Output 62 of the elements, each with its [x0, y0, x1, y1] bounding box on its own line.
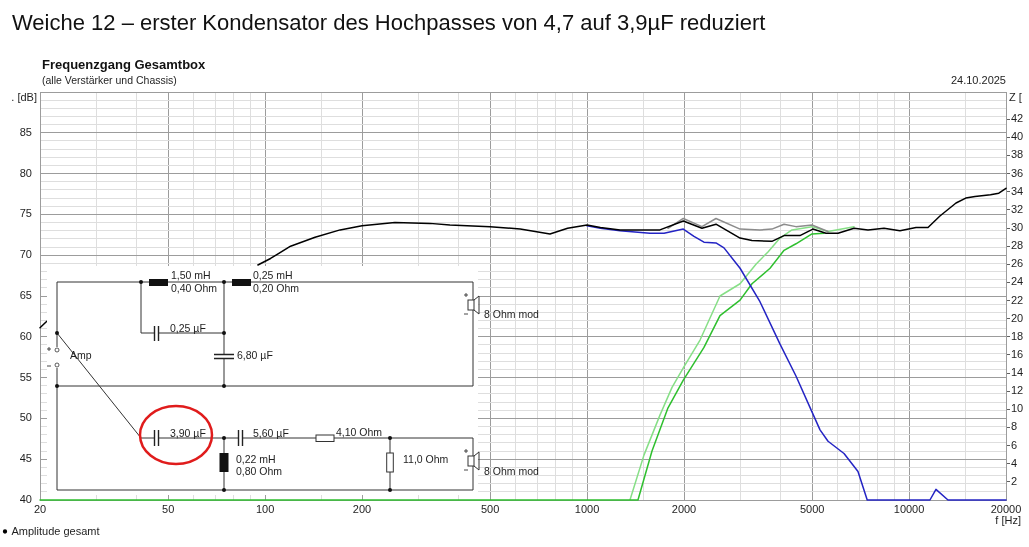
y2-tick-label: 12 [1011, 384, 1024, 397]
annotation: 0,25 mH [253, 269, 293, 281]
y-tick-label: 70 [19, 248, 32, 261]
x-tick-label: 50 [162, 502, 175, 515]
y2-tick-label: 4 [1011, 456, 1018, 469]
annotation: 0,22 mH [236, 453, 276, 465]
text: 24.10.2025 [950, 74, 1006, 87]
x-tick-label: 100 [255, 502, 275, 515]
y2-tick-label: 26 [1011, 257, 1024, 270]
y2-tick-label: 10 [1011, 402, 1024, 415]
x-tick-label: 500 [480, 502, 500, 515]
y2-tick-label: 30 [1011, 221, 1024, 234]
y-tick-label: 50 [19, 411, 32, 424]
y2-tick-label: 40 [1011, 130, 1024, 143]
y2-tick-label: 42 [1011, 112, 1024, 125]
x-tick-label: 200 [352, 502, 372, 515]
y-tick-label: 80 [19, 166, 32, 179]
annotation: 8 Ohm mod [484, 308, 540, 320]
annotation: 6,80 µF [237, 349, 273, 361]
y-tick-label: 75 [19, 207, 32, 220]
annotation: 8 Ohm mod [484, 465, 540, 477]
y2-tick-label: 38 [1011, 148, 1024, 161]
y2-tick-label: 14 [1011, 366, 1024, 379]
annotation: 0,20 Ohm [253, 282, 300, 294]
y2-tick-label: 28 [1011, 239, 1024, 252]
x-tick-label: 2000 [671, 502, 697, 515]
x-tick-label: 5000 [799, 502, 825, 515]
chart-subtitle: Frequenzgang Gesamtbox [42, 57, 206, 72]
annotation: 4,10 Ohm [336, 426, 383, 438]
y2-tick-label: 20 [1011, 311, 1024, 324]
x-tick-label: 10000 [893, 502, 925, 515]
y-tick-label: 85 [19, 125, 32, 138]
x-axis-title: f [Hz] [995, 514, 1021, 527]
y2-tick-label: 32 [1011, 202, 1024, 215]
annotation: 3,90 µF [170, 427, 206, 439]
y-tick-label: 40 [19, 493, 32, 506]
y2-tick-label: 16 [1011, 347, 1024, 360]
y2-tick-label: 6 [1011, 438, 1018, 451]
y2-tick-label: 34 [1011, 184, 1024, 197]
x-tick-label: 20000 [990, 502, 1022, 515]
x-tick-label: 20 [33, 502, 47, 515]
y-tick-label: 55 [19, 370, 32, 383]
legend-label: Amplitude gesamt [11, 524, 100, 537]
y-axis-title: . [dB] [11, 91, 37, 104]
y2-tick-label: 36 [1011, 166, 1024, 179]
chart-title: Weiche 12 – erster Kondensator des Hochpasses von 4,7 auf 3,9µF reduziert [12, 10, 766, 36]
y2-tick-label: 18 [1011, 329, 1024, 342]
y-tick-label: 65 [19, 289, 32, 302]
annotation: 1,50 mH [171, 269, 211, 281]
y2-tick-label: 22 [1011, 293, 1024, 306]
text: (alle Verstärker und Chassis) [42, 74, 177, 87]
x-tick-label: 1000 [574, 502, 600, 515]
y2-tick-label: 2 [1011, 474, 1018, 487]
y-tick-label: 45 [19, 452, 32, 465]
annotation: 11,0 Ohm [403, 453, 449, 465]
y2-tick-label: 8 [1011, 420, 1018, 433]
y2-tick-label: 24 [1011, 275, 1024, 288]
y-tick-label: 60 [19, 329, 32, 342]
annotation: 5,60 µF [253, 427, 289, 439]
annotation: 0,80 Ohm [236, 465, 283, 477]
annotation: Amp [70, 349, 92, 361]
y2-axis-title: Z [ [1009, 91, 1022, 104]
